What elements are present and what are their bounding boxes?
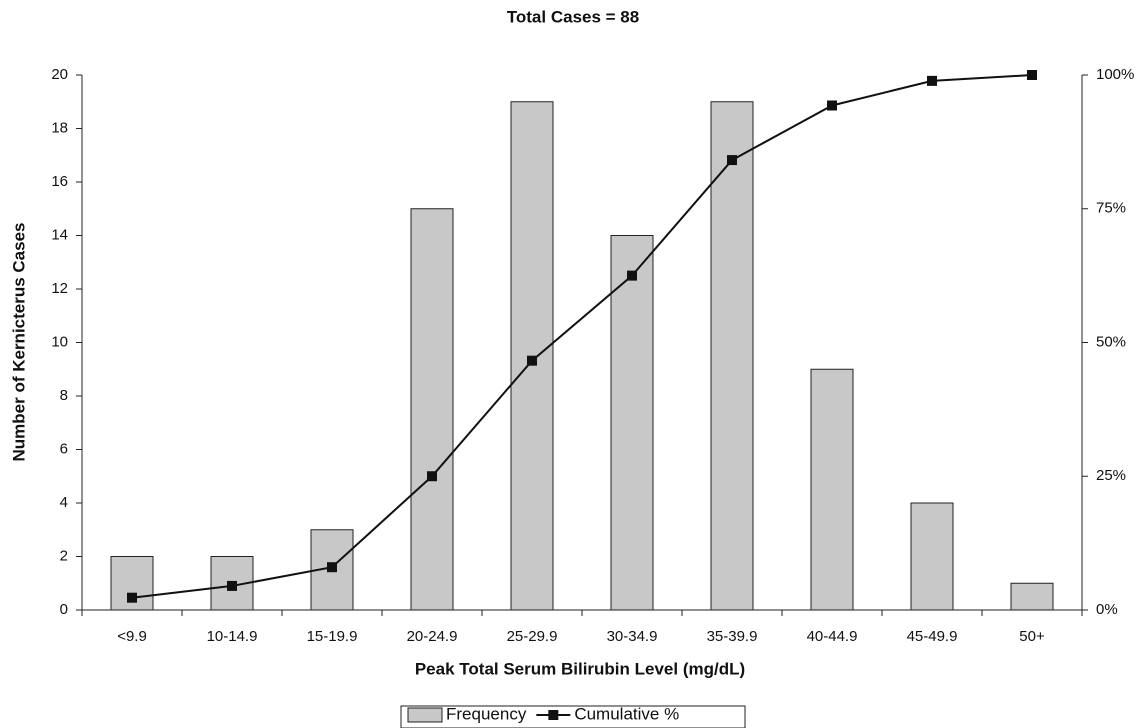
bar — [1010, 582, 1054, 611]
x-tick-label: 30-34.9 — [607, 628, 658, 645]
point — [227, 580, 237, 591]
x-tick-label: <9.9 — [117, 628, 147, 645]
x-tick-label: 20-24.9 — [407, 628, 458, 645]
x-tick-label: 35-39.9 — [707, 628, 758, 645]
x-tick-label: 25-29.9 — [507, 628, 558, 645]
y2-tick-label: 25% — [1096, 467, 1126, 484]
x-tick-label: 40-44.9 — [807, 628, 858, 645]
y-tick-label: 8 — [60, 387, 68, 404]
bar — [910, 502, 954, 611]
line — [131, 74, 1033, 599]
y-tick-label: 2 — [60, 547, 68, 564]
point — [1027, 70, 1037, 80]
bar — [410, 208, 454, 611]
bar — [610, 235, 654, 611]
legend-label: Frequency — [446, 704, 527, 723]
y-tick-label: 18 — [51, 119, 68, 136]
y-tick-label: 10 — [51, 333, 68, 350]
y-tick-label: 0 — [60, 601, 68, 618]
chart-title: Total Cases = 88 — [507, 7, 639, 26]
y-tick-label: 20 — [51, 66, 68, 83]
legend-marker — [548, 710, 559, 720]
point — [127, 592, 137, 603]
bar — [810, 368, 854, 611]
bar — [710, 101, 754, 611]
bar — [110, 556, 154, 611]
legend-box — [400, 705, 746, 728]
point — [727, 155, 737, 166]
y2-tick-label: 100% — [1096, 66, 1134, 83]
point — [827, 100, 837, 111]
x-tick-label: 15-19.9 — [307, 628, 358, 645]
point — [927, 75, 937, 86]
y-tick-label: 4 — [60, 494, 68, 511]
y2-tick-label: 75% — [1096, 200, 1126, 217]
x-tick-label: 50+ — [1019, 628, 1045, 645]
y-tick-label: 14 — [51, 226, 68, 243]
legend-swatch — [407, 707, 443, 723]
y-tick-label: 12 — [51, 280, 68, 297]
x-tick-label: 10-14.9 — [207, 628, 258, 645]
x-tick-label: 45-49.9 — [907, 628, 958, 645]
point — [527, 355, 537, 366]
y-tick-label: 16 — [51, 173, 68, 190]
legend-label: Cumulative % — [574, 704, 679, 723]
point — [327, 562, 337, 573]
y2-tick-label: 0% — [1096, 601, 1118, 618]
y-tick-label: 6 — [60, 440, 68, 457]
y-axis-title: Number of Kernicterus Cases — [9, 222, 28, 461]
point — [627, 270, 637, 281]
x-axis-title: Peak Total Serum Bilirubin Level (mg/dL) — [415, 659, 745, 678]
y2-tick-label: 50% — [1096, 333, 1126, 350]
point — [427, 471, 437, 482]
